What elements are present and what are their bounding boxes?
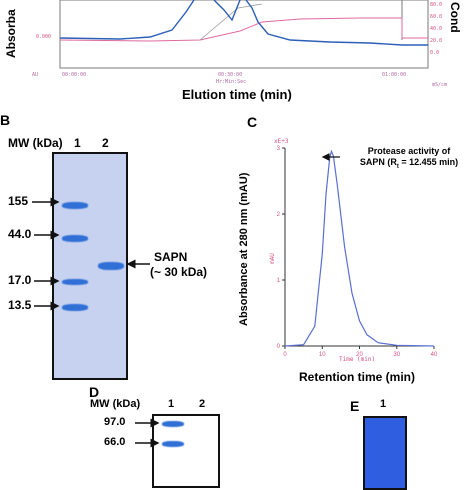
panel-c-inner-x-label: Time (min) bbox=[339, 356, 376, 363]
panel-a-time-unit: Hr:Min:Sec bbox=[216, 79, 247, 85]
panel-b-letter: B bbox=[0, 112, 11, 128]
panel-b-mw-header: MW (kDa) bbox=[8, 136, 63, 150]
panel-a-right-tick-2: 60.0 bbox=[430, 14, 443, 20]
panel-a-y-label-left: Absorba bbox=[4, 9, 18, 58]
panel-d-letter: D bbox=[89, 384, 100, 400]
panel-a-chromatogram bbox=[59, 0, 429, 69]
annotation-line-1: Protease activity of bbox=[367, 146, 451, 156]
x-tick-label-2: 20 bbox=[356, 352, 363, 358]
panel-b: B MW (kDa) 1 2 155 44.0 17.0 13.5 SAPN (… bbox=[0, 112, 240, 382]
panel-d-lane-label-1: 1 bbox=[168, 398, 175, 410]
panel-e-lane-label: 1 bbox=[380, 398, 387, 410]
panel-b-lane-label-2: 2 bbox=[102, 136, 109, 150]
panel-a-right-tick-4: 20.0 bbox=[430, 38, 443, 44]
marker-label-44: 44.0 bbox=[8, 227, 32, 241]
x-tick-label-3: 30 bbox=[393, 352, 400, 358]
panel-a-frame bbox=[59, 0, 429, 69]
panel-c-inner-y-label: mAU bbox=[269, 253, 276, 264]
panel-b-lane-label-1: 1 bbox=[74, 136, 81, 150]
absorbance-trace bbox=[59, 0, 428, 46]
gradient-guide bbox=[199, 3, 263, 41]
y-tick-label-3: 0 bbox=[277, 344, 281, 350]
panel-a-x-label: Elution time (min) bbox=[182, 87, 292, 102]
marker-label-17: 17.0 bbox=[8, 273, 32, 287]
marker-band-44 bbox=[62, 235, 88, 242]
panel-d-arrows bbox=[135, 418, 160, 448]
d-marker-label-66: 66.0 bbox=[104, 436, 126, 448]
panel-a-y-label-right: Cond bbox=[448, 2, 462, 33]
marker-band-13-5 bbox=[62, 304, 88, 311]
panel-c-x-label: Retention time (min) bbox=[299, 370, 415, 384]
panel-a-right-tick-1: 80.0 bbox=[430, 2, 443, 8]
d-marker-band-97 bbox=[162, 421, 184, 427]
panel-c-annotation: Protease activity of SAPN (Rt = 12.455 m… bbox=[342, 146, 474, 173]
panel-a-right-tick-5: 0.0 bbox=[430, 50, 440, 56]
panel-d: D MW (kDa) 1 2 97.0 66.0 bbox=[0, 384, 300, 488]
x-tick-label-0: 0 bbox=[283, 352, 287, 358]
marker-label-155: 155 bbox=[8, 194, 29, 208]
sapn-label: SAPN bbox=[154, 250, 188, 264]
x-tick-label-1: 10 bbox=[319, 352, 326, 358]
panel-a-left-unit: AU bbox=[32, 72, 39, 78]
panel-d-lane-label-2: 2 bbox=[199, 398, 206, 410]
panel-a-right-unit: mS/cm bbox=[432, 82, 448, 88]
panel-a-left-tick: 0.000 bbox=[36, 34, 52, 40]
panel-e: E 1 bbox=[350, 384, 474, 490]
conductivity-trace bbox=[59, 17, 428, 42]
panel-b-gel bbox=[52, 152, 128, 380]
x-tick-label-4: 40 bbox=[431, 352, 438, 358]
panel-b-arrows bbox=[32, 197, 150, 311]
d-marker-label-97: 97.0 bbox=[104, 416, 126, 428]
marker-label-13-5: 13.5 bbox=[8, 298, 32, 312]
panel-c: C Absorbance at 280 nm (mAU) Retention t… bbox=[238, 112, 474, 390]
panel-c-letter: C bbox=[247, 114, 258, 130]
panel-e-gel bbox=[363, 416, 407, 490]
y-tick-label-2: 1 bbox=[277, 278, 281, 284]
hplc-peak-trace bbox=[284, 149, 435, 347]
panel-c-multiplier: xE+3 bbox=[274, 138, 289, 145]
panel-a: Absorba Cond 0.000 80.0 60.0 40.0 20.0 0… bbox=[0, 0, 474, 110]
panel-a-time-tick-1: 00:30:00 bbox=[218, 72, 243, 78]
panel-e-letter: E bbox=[350, 398, 360, 414]
sapn-band bbox=[98, 262, 124, 270]
panel-a-time-tick-0: 00:00:00 bbox=[62, 72, 87, 78]
sapn-size-label: (~ 30 kDa) bbox=[150, 265, 208, 279]
y-tick-label-0: 3 bbox=[277, 146, 281, 152]
panel-d-mw-header: MW (kDa) bbox=[90, 398, 141, 410]
panel-a-time-tick-2: 01:00:00 bbox=[382, 72, 407, 78]
y-tick-label-1: 2 bbox=[277, 212, 281, 218]
marker-band-155 bbox=[62, 202, 88, 209]
marker-band-17 bbox=[62, 279, 88, 285]
d-marker-band-66 bbox=[162, 441, 184, 447]
panel-a-right-tick-3: 40.0 bbox=[430, 26, 443, 32]
annotation-line-2: SAPN (Rt = 12.455 min) bbox=[359, 157, 459, 170]
